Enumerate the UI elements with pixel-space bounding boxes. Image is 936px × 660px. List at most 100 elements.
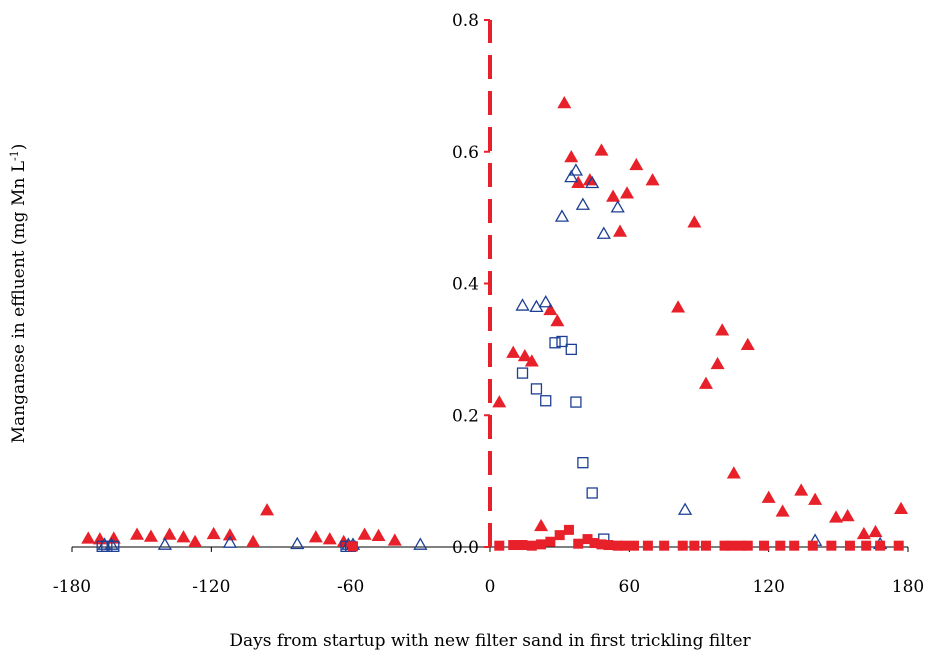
data-point-filled-square [603, 540, 614, 551]
data-point-filled-triangle [606, 189, 621, 202]
data-point-open-square [577, 457, 589, 469]
data-point-filled-square [742, 540, 753, 551]
data-point-open-triangle [564, 169, 579, 183]
data-point-filled-square [689, 540, 700, 551]
data-point-filled-triangle [856, 526, 871, 540]
data-point-filled-square [844, 540, 855, 551]
data-point-filled-square [861, 540, 872, 551]
data-point-filled-square [659, 540, 670, 551]
y-axis-label-end: ) [9, 144, 29, 151]
data-point-open-triangle [157, 537, 173, 550]
data-point-open-triangle [413, 537, 428, 550]
x-tick-label: -180 [53, 577, 91, 597]
data-point-filled-triangle [687, 215, 702, 228]
data-point-filled-square [642, 540, 653, 551]
data-point-filled-triangle [162, 527, 177, 540]
data-point-open-triangle [575, 197, 591, 210]
x-tick-label: 180 [892, 577, 924, 597]
data-point-open-square [556, 335, 568, 348]
series-filled-triangle [81, 96, 909, 547]
data-point-filled-square [554, 530, 565, 541]
data-points [81, 96, 909, 552]
data-point-filled-triangle [550, 314, 565, 327]
data-point-filled-square [726, 540, 737, 551]
data-point-open-triangle [568, 163, 584, 176]
data-point-filled-square [536, 539, 547, 550]
data-point-filled-triangle [613, 224, 628, 237]
series-open-square [96, 335, 610, 552]
data-point-filled-square [826, 540, 837, 551]
data-point-filled-triangle [143, 529, 158, 542]
data-point-filled-square [596, 539, 607, 550]
data-point-filled-triangle [492, 395, 507, 408]
data-point-filled-triangle [188, 534, 203, 547]
data-point-open-triangle [677, 502, 693, 515]
data-point-filled-triangle [808, 492, 823, 505]
data-point-open-triangle [515, 298, 530, 311]
data-point-filled-triangle [322, 532, 337, 545]
data-point-filled-square [589, 538, 600, 549]
data-point-filled-square [612, 540, 623, 551]
data-point-open-square [108, 540, 120, 552]
data-point-filled-triangle [222, 528, 237, 541]
data-point-filled-triangle [594, 143, 609, 156]
data-point-filled-triangle [840, 509, 855, 522]
data-point-open-square [530, 383, 543, 395]
data-point-filled-triangle [130, 527, 145, 540]
data-point-filled-square [517, 540, 528, 551]
y-tick-label: 0.2 [452, 406, 479, 426]
data-point-open-triangle [290, 536, 305, 550]
data-point-filled-square [573, 538, 584, 549]
data-point-filled-triangle [645, 173, 660, 186]
y-tick-label: 0.8 [452, 11, 479, 31]
data-point-filled-triangle [715, 323, 730, 336]
data-point-filled-square [807, 540, 818, 551]
data-point-filled-triangle [775, 504, 790, 517]
data-point-filled-triangle [371, 528, 386, 542]
data-point-filled-square [582, 534, 593, 545]
data-point-filled-square [875, 540, 886, 551]
x-tick-label: 60 [619, 577, 641, 597]
data-point-open-triangle [538, 294, 553, 308]
data-point-filled-triangle [387, 533, 402, 546]
data-point-filled-triangle [794, 483, 809, 496]
data-point-filled-triangle [308, 530, 323, 543]
data-point-filled-triangle [543, 302, 558, 316]
data-point-filled-triangle [517, 348, 532, 362]
data-point-open-square [549, 337, 561, 349]
y-tick-label: 0.6 [452, 143, 479, 163]
data-point-open-square [101, 540, 113, 552]
data-point-open-square [570, 396, 582, 408]
data-point-filled-square [545, 536, 556, 547]
data-point-filled-triangle [260, 503, 275, 516]
data-point-filled-triangle [357, 527, 372, 540]
data-point-filled-triangle [81, 531, 96, 544]
data-point-open-square [516, 367, 529, 379]
data-point-filled-triangle [629, 157, 644, 171]
data-point-filled-triangle [894, 501, 909, 515]
series-open-triangle [97, 163, 888, 550]
series-filled-square [347, 524, 904, 552]
data-point-filled-square [700, 540, 711, 551]
data-point-open-triangle [596, 226, 611, 239]
y-axis-label: Manganese in effluent (mg Mn L-1) [8, 144, 30, 444]
x-tick-label: -60 [337, 577, 364, 597]
data-point-filled-square [526, 540, 537, 551]
x-axis-ticks: -180 -120 -60 0 60 120 180 [53, 547, 924, 597]
y-axis-label-main: Manganese in effluent (mg Mn L [9, 161, 29, 443]
axes: -180 -120 -60 0 60 120 180 0.0 0.2 0.4 0.6 0.8 [53, 11, 924, 597]
data-point-filled-square [619, 540, 630, 551]
y-axis-ticks: 0.0 0.2 0.4 0.6 0.8 [452, 11, 490, 558]
data-point-filled-square [628, 540, 639, 551]
data-point-filled-square [508, 540, 519, 551]
data-point-filled-square [789, 540, 800, 551]
data-point-filled-triangle [868, 524, 883, 538]
data-point-filled-triangle [582, 173, 597, 186]
x-tick-label: -120 [192, 577, 230, 597]
data-point-filled-triangle [620, 186, 635, 199]
data-point-filled-square [893, 540, 904, 551]
data-point-filled-triangle [740, 337, 755, 351]
data-point-open-triangle [610, 200, 625, 213]
data-point-open-square [565, 343, 577, 356]
data-point-open-triangle [222, 535, 238, 548]
